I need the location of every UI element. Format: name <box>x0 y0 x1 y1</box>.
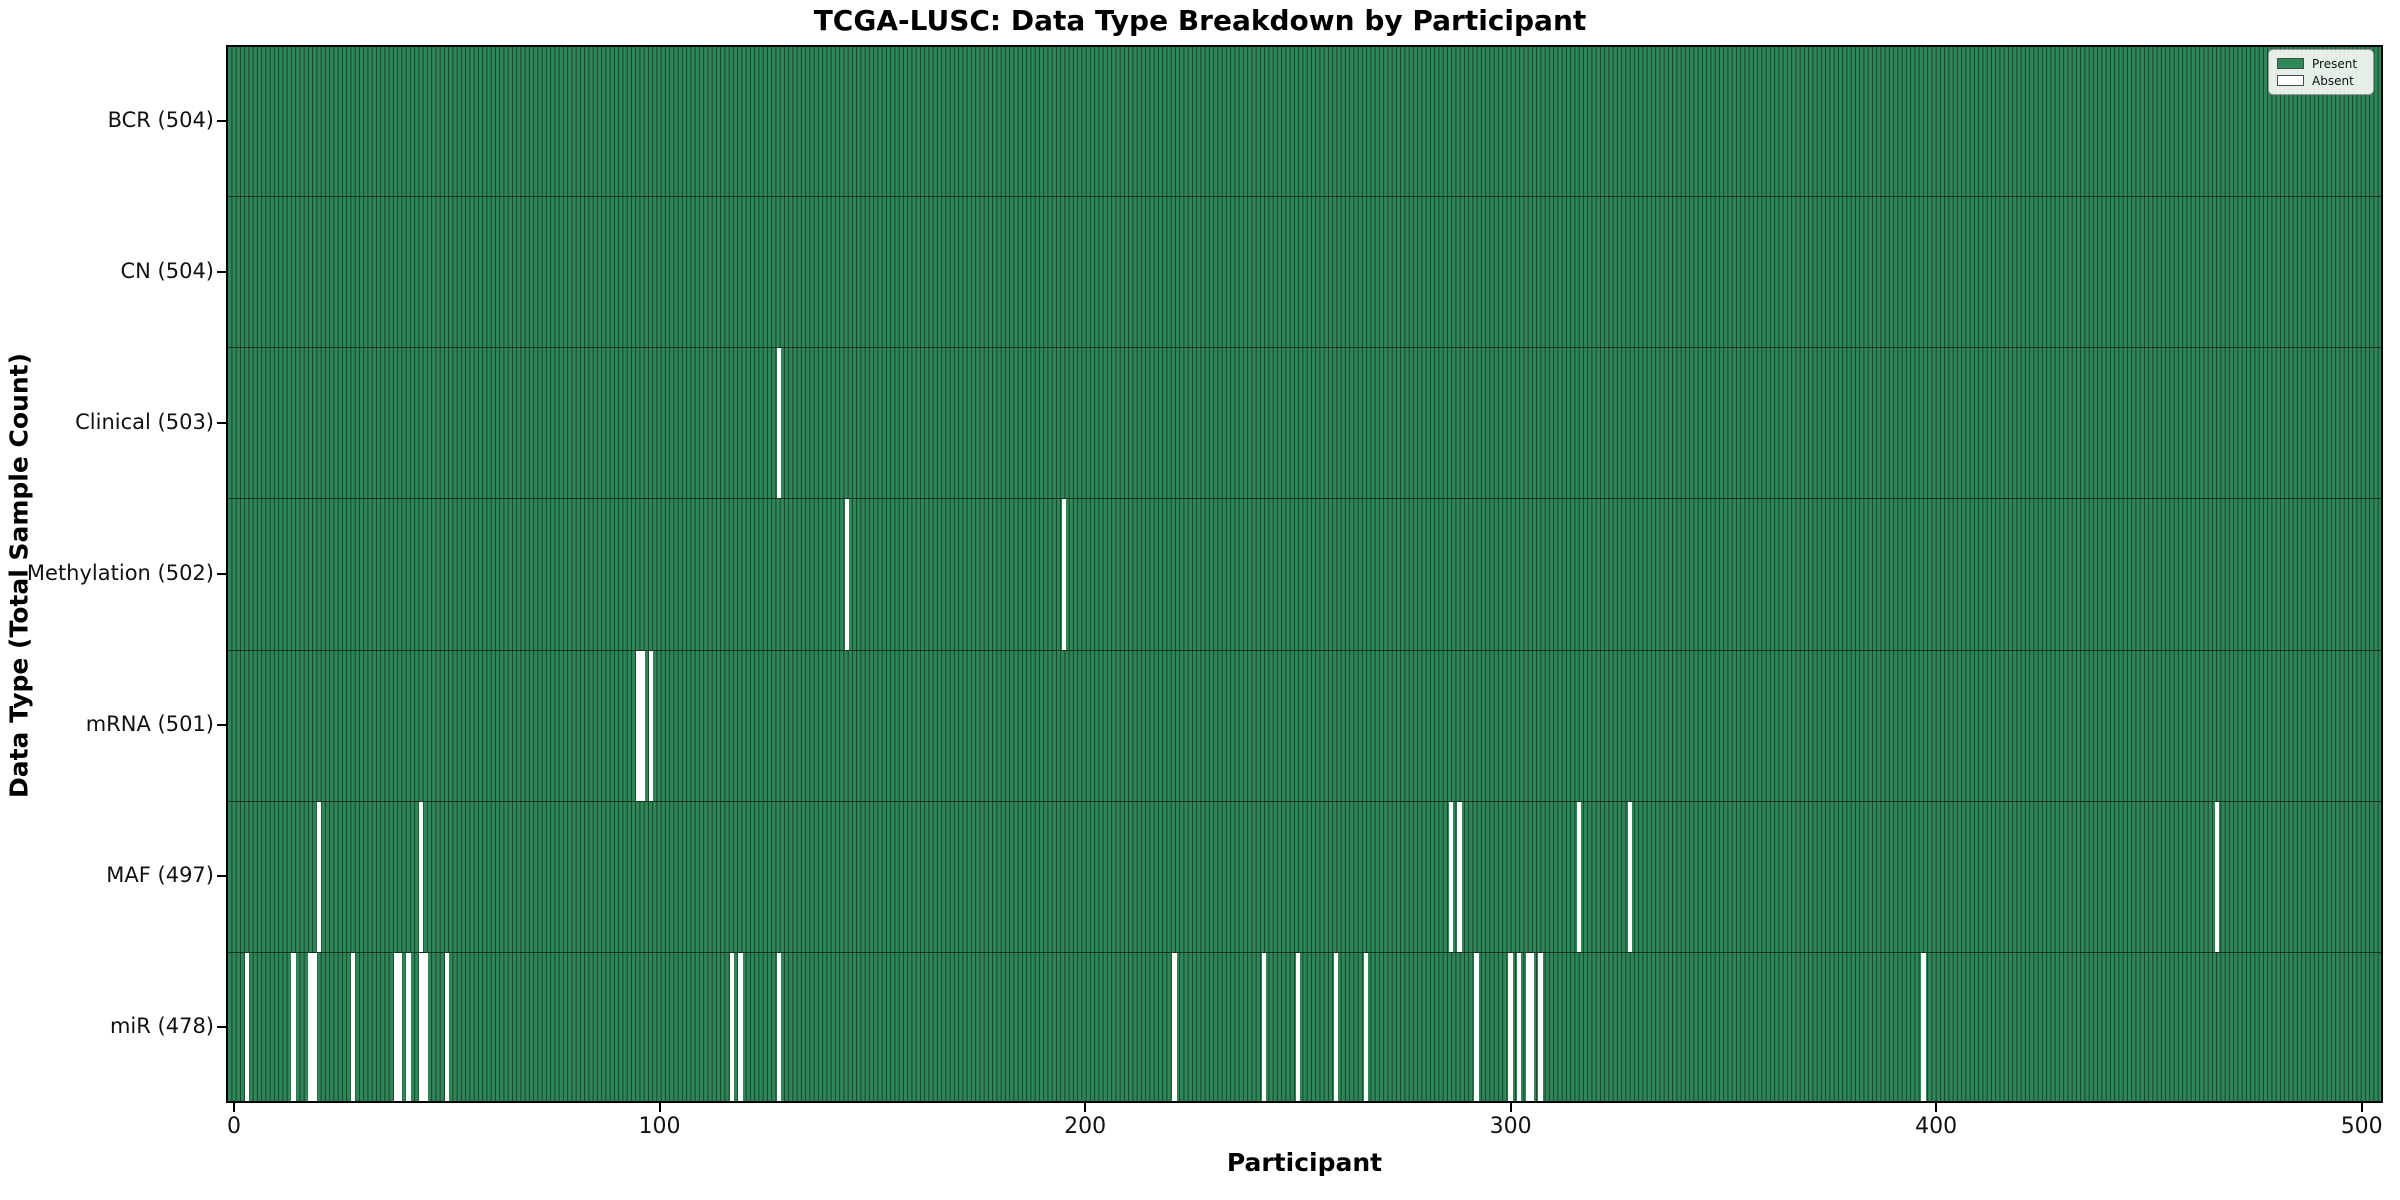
row-MAF <box>226 800 2383 952</box>
x-tick-label-0: 0 <box>227 1114 241 1139</box>
x-tick-mark-500 <box>2360 1103 2363 1112</box>
y-tick-mark-CN <box>217 270 226 273</box>
absent-mark-miR-45 <box>423 952 428 1103</box>
absent-mark-mRNA-96 <box>640 650 645 801</box>
x-axis-label: Participant <box>1226 1148 1383 1177</box>
legend-swatch-icon <box>2277 58 2304 69</box>
absent-mark-miR-119 <box>738 952 743 1103</box>
y-tick-label-mRNA: mRNA (501) <box>85 712 214 737</box>
absent-mark-MAF-328 <box>1627 801 1632 952</box>
legend-entry-absent: Absent <box>2277 72 2365 89</box>
y-tick-mark-mRNA <box>217 724 226 727</box>
absent-mark-miR-292 <box>1474 952 1479 1103</box>
y-tick-mark-BCR <box>217 119 226 122</box>
x-tick-mark-300 <box>1509 1103 1512 1112</box>
absent-mark-miR-266 <box>1363 952 1369 1103</box>
legend-entry-present: Present <box>2277 55 2365 72</box>
y-tick-mark-miR <box>217 1026 226 1029</box>
x-tick-mark-100 <box>658 1103 661 1112</box>
row-miR <box>226 951 2383 1103</box>
absent-mark-miR-259 <box>1334 952 1339 1103</box>
absent-mark-miR-128 <box>776 952 781 1103</box>
y-tick-mark-Methylation <box>217 573 226 575</box>
legend: Present Absent <box>2268 49 2374 95</box>
absent-mark-Methylation-195 <box>1061 499 1066 650</box>
absent-mark-miR-250 <box>1295 952 1300 1103</box>
absent-mark-miR-18 <box>308 952 313 1103</box>
y-tick-mark-MAF <box>217 875 226 878</box>
absent-mark-MAF-316 <box>1576 801 1581 952</box>
absent-mark-miR-304 <box>1525 952 1530 1103</box>
x-tick-label-300: 300 <box>1489 1114 1532 1139</box>
absent-mark-mRNA-98 <box>648 650 654 801</box>
absent-mark-mRNA-95 <box>636 650 641 801</box>
absent-mark-miR-117 <box>729 952 734 1103</box>
x-tick-label-500: 500 <box>2340 1114 2383 1139</box>
y-tick-label-Clinical: Clinical (503) <box>75 409 214 434</box>
x-tick-mark-400 <box>1935 1103 1938 1112</box>
y-tick-mark-Clinical <box>217 421 226 424</box>
row-mRNA <box>226 649 2383 801</box>
absent-mark-miR-28 <box>351 952 356 1103</box>
x-tick-label-200: 200 <box>1064 1114 1107 1139</box>
absent-mark-miR-50 <box>444 952 449 1103</box>
absent-mark-miR-3 <box>244 952 249 1103</box>
absent-mark-miR-221 <box>1172 952 1177 1103</box>
absent-mark-miR-242 <box>1261 952 1266 1103</box>
x-tick-label-400: 400 <box>1915 1114 1958 1139</box>
absent-mark-miR-305 <box>1529 952 1535 1103</box>
absent-mark-miR-41 <box>406 952 411 1103</box>
absent-mark-MAF-286 <box>1448 801 1454 952</box>
x-tick-mark-200 <box>1084 1103 1087 1112</box>
absent-mark-miR-44 <box>419 952 424 1103</box>
y-tick-label-BCR: BCR (504) <box>107 107 214 132</box>
legend-label: Present <box>2312 56 2358 71</box>
absent-mark-MAF-466 <box>2214 801 2220 952</box>
row-BCR <box>226 45 2383 196</box>
absent-mark-Clinical-128 <box>776 348 781 499</box>
x-tick-label-100: 100 <box>638 1114 681 1139</box>
absent-mark-miR-39 <box>397 952 403 1103</box>
absent-mark-MAF-288 <box>1457 801 1462 952</box>
row-Clinical <box>226 347 2383 499</box>
absent-mark-miR-397 <box>1921 952 1926 1103</box>
y-tick-label-Methylation: Methylation (502) <box>26 561 214 585</box>
y-tick-label-MAF: MAF (497) <box>106 863 214 888</box>
absent-mark-miR-300 <box>1508 952 1513 1103</box>
legend-label: Absent <box>2312 73 2354 88</box>
absent-mark-miR-38 <box>393 952 398 1103</box>
y-tick-label-CN: CN (504) <box>120 258 214 283</box>
absent-mark-Methylation-144 <box>844 499 849 650</box>
absent-mark-miR-14 <box>291 952 296 1103</box>
absent-mark-MAF-20 <box>316 801 322 952</box>
row-Methylation <box>226 498 2383 650</box>
x-tick-mark-0 <box>233 1103 235 1112</box>
absent-mark-MAF-44 <box>419 801 424 952</box>
plot-area <box>226 45 2383 1103</box>
absent-mark-miR-19 <box>312 952 317 1103</box>
row-CN <box>226 196 2383 347</box>
absent-mark-miR-307 <box>1538 952 1543 1103</box>
chart-title: TCGA-LUSC: Data Type Breakdown by Partic… <box>813 4 1587 37</box>
y-tick-label-miR: miR (478) <box>109 1014 214 1039</box>
absent-mark-miR-302 <box>1517 952 1522 1103</box>
legend-swatch-icon <box>2277 75 2304 86</box>
